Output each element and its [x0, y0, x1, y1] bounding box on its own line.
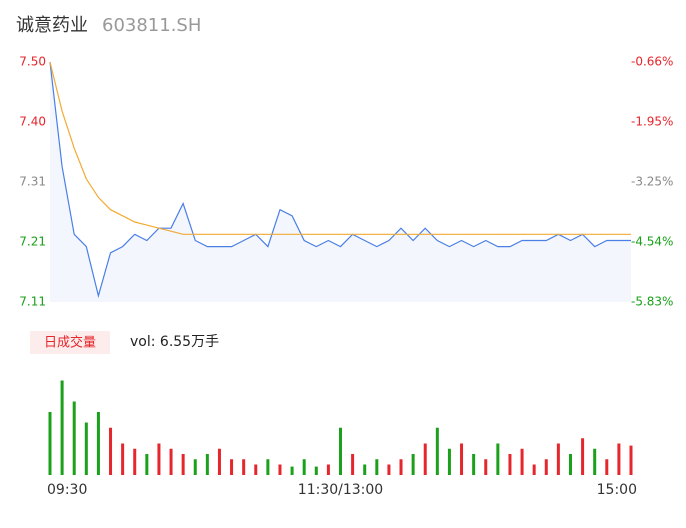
volume-bar	[423, 443, 427, 475]
volume-bar	[520, 448, 524, 475]
volume-bar	[435, 427, 439, 475]
y2-tick-label: -1.95%	[631, 115, 673, 129]
volume-bar	[556, 443, 560, 475]
volume-bar	[121, 443, 125, 475]
volume-bar	[145, 454, 149, 475]
volume-bar	[351, 454, 355, 475]
volume-bar	[387, 464, 391, 475]
volume-bar	[411, 454, 415, 475]
price-line	[49, 61, 631, 299]
y2-tick-label: -3.25%	[631, 175, 673, 189]
volume-bar	[326, 464, 330, 475]
volume-bar	[242, 459, 246, 475]
volume-bar	[254, 464, 258, 475]
y2-tick-label: -4.54%	[631, 235, 673, 249]
volume-bar	[399, 459, 403, 475]
volume-bar	[96, 412, 100, 475]
volume-bar	[314, 466, 318, 475]
volume-bar	[447, 448, 451, 475]
volume-bar	[363, 464, 367, 475]
y2-tick-label: -5.83%	[631, 295, 673, 309]
price-area	[50, 62, 631, 302]
volume-bar	[544, 459, 548, 475]
volume-bar	[230, 459, 234, 475]
volume-bar	[339, 427, 342, 475]
volume-bar	[496, 443, 500, 475]
volume-bar	[48, 412, 52, 475]
volume-bar	[508, 454, 512, 475]
x-tick-label: 09:30	[47, 482, 87, 498]
volume-bar	[193, 459, 197, 475]
volume-bar	[217, 448, 221, 475]
x-tick-label: 11:30/13:00	[298, 482, 383, 498]
volume-bar	[169, 448, 173, 475]
y-tick-label: 7.21	[19, 235, 46, 249]
y-tick-label: 7.31	[19, 175, 46, 189]
volume-bar	[205, 454, 209, 475]
stock-name: 诚意药业	[16, 15, 88, 36]
x-tick-label: 15:00	[597, 482, 637, 498]
volume-bar	[290, 466, 294, 475]
volume-tab[interactable]	[30, 331, 110, 354]
volume-bar	[472, 454, 476, 475]
volume-bar	[278, 464, 282, 475]
volume-summary: vol: 6.55万手	[130, 334, 219, 350]
y2-tick-label: -0.66%	[631, 55, 673, 69]
y-tick-label: 7.40	[19, 115, 46, 129]
volume-bar	[568, 454, 572, 475]
volume-bar	[109, 427, 113, 475]
volume-bar	[532, 464, 536, 475]
volume-bar	[581, 438, 585, 475]
volume-bar	[484, 459, 488, 475]
volume-bar	[460, 443, 464, 475]
volume-bar	[181, 454, 185, 475]
y-tick-label: 7.11	[19, 295, 46, 309]
volume-bar	[302, 459, 306, 475]
volume-bar	[605, 459, 609, 475]
volume-bar	[629, 445, 633, 475]
volume-bar	[60, 380, 64, 475]
volume-bar	[133, 448, 137, 475]
volume-bar	[375, 459, 379, 475]
y-tick-label: 7.50	[19, 55, 46, 69]
stock-code: 603811.SH	[102, 15, 201, 36]
volume-bar	[617, 443, 621, 475]
volume-bar	[157, 443, 161, 475]
average-line	[49, 61, 631, 235]
volume-bar	[72, 401, 76, 475]
volume-bar	[84, 422, 88, 475]
volume-bar	[266, 459, 270, 475]
volume-bar	[593, 448, 597, 475]
volume-tab-label[interactable]: 日成交量	[44, 335, 96, 351]
